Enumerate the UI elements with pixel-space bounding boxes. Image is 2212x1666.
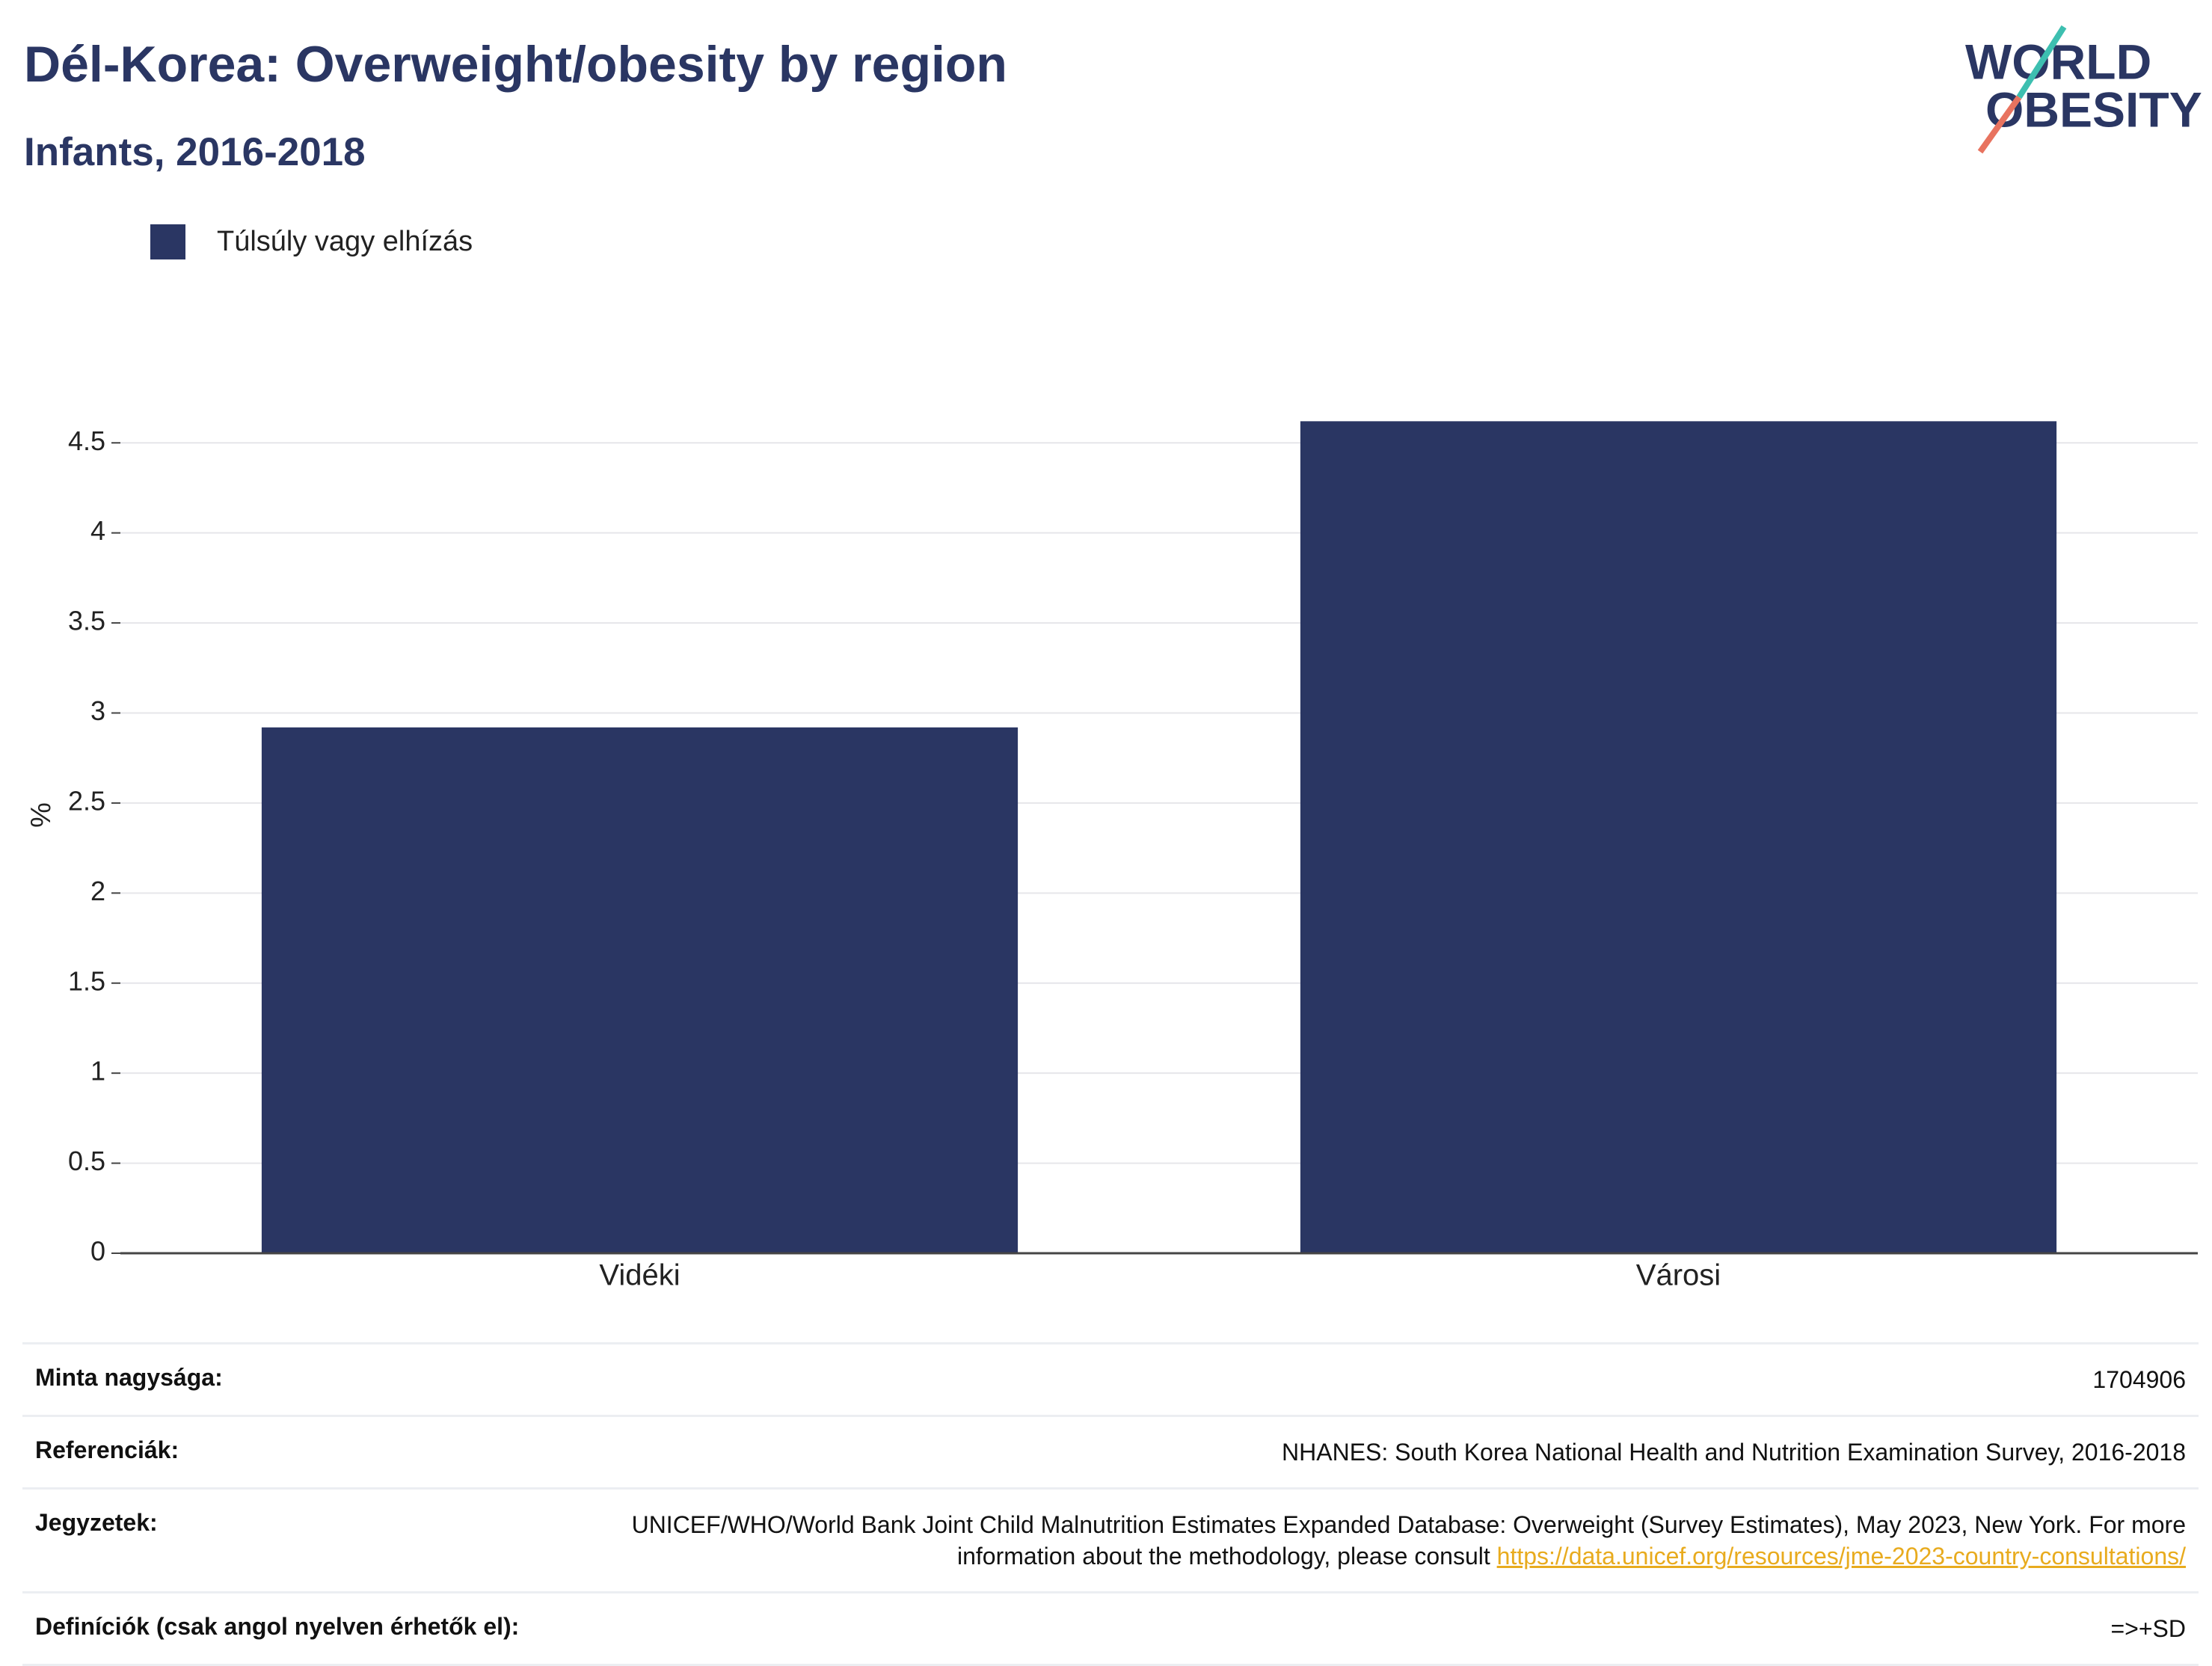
y-tick-label: 2 <box>90 876 105 906</box>
logo-text: WORLD <box>1965 34 2151 89</box>
y-tick-label: 4 <box>90 515 105 546</box>
x-tick-label: Városi <box>1636 1259 1721 1292</box>
chart-title: Dél-Korea: Overweight/obesity by region <box>24 36 1007 93</box>
chart-subtitle: Infants, 2016-2018 <box>24 130 366 174</box>
bar <box>261 727 1019 1253</box>
y-axis-label: % <box>25 802 57 828</box>
info-row: Jegyzetek: UNICEF/WHO/World Bank Joint Ch… <box>22 1487 2199 1591</box>
notes-link[interactable]: https://data.unicef.org/resources/jme-20… <box>1496 1543 2186 1570</box>
info-table: Minta nagysága: 1704906 Referenciák: NHANE… <box>22 1342 2199 1666</box>
notes-text: UNICEF/WHO/World Bank Joint Child Malnut… <box>631 1511 2186 1570</box>
info-row: Minta nagysága: 1704906 <box>22 1342 2199 1415</box>
info-value: UNICEF/WHO/World Bank Joint Child Malnut… <box>630 1509 2186 1572</box>
info-key: Minta nagysága: <box>35 1364 223 1391</box>
chart: Dél-Korea: Overweight/obesity by region … <box>24 25 2202 1292</box>
info-key: Jegyzetek: <box>35 1509 158 1536</box>
info-value: 1704906 <box>2092 1366 2186 1393</box>
y-tick-label: 3.5 <box>68 606 105 636</box>
y-tick-label: 3 <box>90 695 105 726</box>
logo-text: OBESITY <box>1985 82 2202 137</box>
legend-label: Túlsúly vagy elhízás <box>217 226 473 257</box>
info-value: =>+SD <box>2110 1615 2186 1642</box>
info-value: NHANES: South Korea National Health and … <box>1282 1439 2186 1466</box>
info-key: Definíciók (csak angol nyelven érhetők e… <box>35 1613 520 1640</box>
info-key: Referenciák: <box>35 1436 179 1463</box>
logo-stroke <box>1977 95 2022 154</box>
y-tick-label: 0.5 <box>68 1146 105 1176</box>
y-tick-label: 1 <box>90 1056 105 1086</box>
x-tick-label: Vidéki <box>599 1259 680 1292</box>
info-row: Definíciók (csak angol nyelven érhetők e… <box>22 1591 2199 1666</box>
y-tick-label: 4.5 <box>68 425 105 456</box>
y-tick-label: 2.5 <box>68 785 105 816</box>
logo-stroke <box>2016 25 2067 99</box>
logo: WORLD OBESITY <box>1965 25 2202 154</box>
legend-swatch <box>150 224 185 259</box>
bar <box>1300 421 2057 1253</box>
info-row: Referenciák: NHANES: South Korea National… <box>22 1415 2199 1487</box>
y-tick-label: 1.5 <box>68 965 105 996</box>
y-tick-label: 0 <box>90 1236 105 1267</box>
